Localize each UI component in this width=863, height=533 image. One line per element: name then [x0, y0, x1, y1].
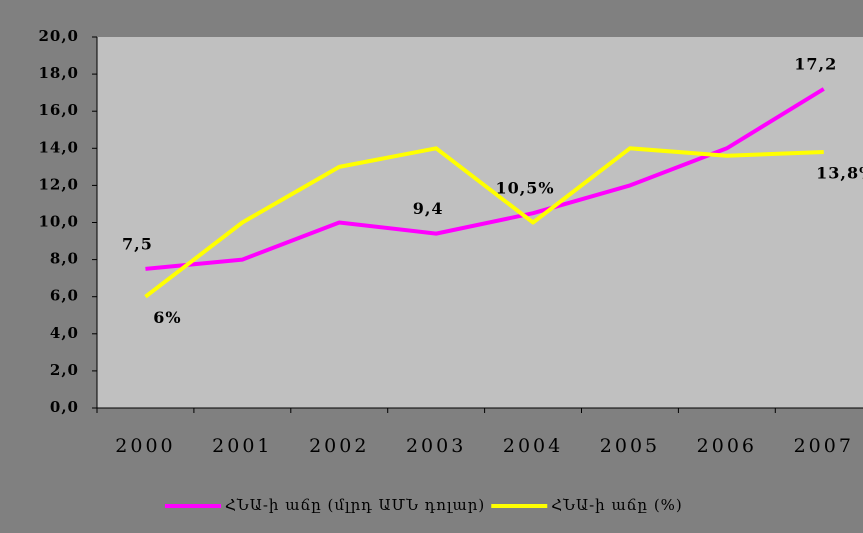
- x-tick-label: 2000: [115, 435, 175, 457]
- x-tick-label: 2006: [697, 435, 757, 457]
- data-label: 7,5: [122, 234, 153, 253]
- x-tick-label: 2002: [309, 435, 369, 457]
- y-tick-label: 8,0: [50, 250, 79, 268]
- x-tick-label: 2007: [794, 435, 854, 457]
- y-tick-label: 6,0: [50, 287, 79, 305]
- y-tick-label: 10,0: [38, 213, 79, 231]
- legend-label: ՀՆԱ-ի աճը (մլրդ ԱՄՆ դոլար): [225, 496, 485, 514]
- data-label: 13,8%: [816, 164, 863, 183]
- x-tick-label: 2001: [212, 435, 272, 457]
- x-tick-label: 2005: [600, 435, 660, 457]
- x-tick-label: 2003: [406, 435, 466, 457]
- y-tick-label: 12,0: [38, 175, 79, 193]
- data-label: 9,4: [413, 199, 444, 218]
- y-tick-label: 18,0: [38, 64, 79, 82]
- data-label: 17,2: [794, 54, 837, 73]
- y-tick-label: 2,0: [50, 361, 79, 379]
- y-tick-label: 20,0: [38, 27, 79, 45]
- legend-label: ՀՆԱ-ի աճը (%): [551, 496, 683, 514]
- y-tick-label: 0,0: [50, 398, 79, 416]
- data-label: 10,5%: [495, 179, 554, 198]
- y-tick-label: 4,0: [50, 324, 79, 342]
- data-label: 6%: [153, 308, 181, 327]
- y-tick-label: 16,0: [38, 101, 79, 119]
- y-tick-label: 14,0: [38, 138, 79, 156]
- x-tick-label: 2004: [503, 435, 563, 457]
- line-series: [144, 146, 824, 299]
